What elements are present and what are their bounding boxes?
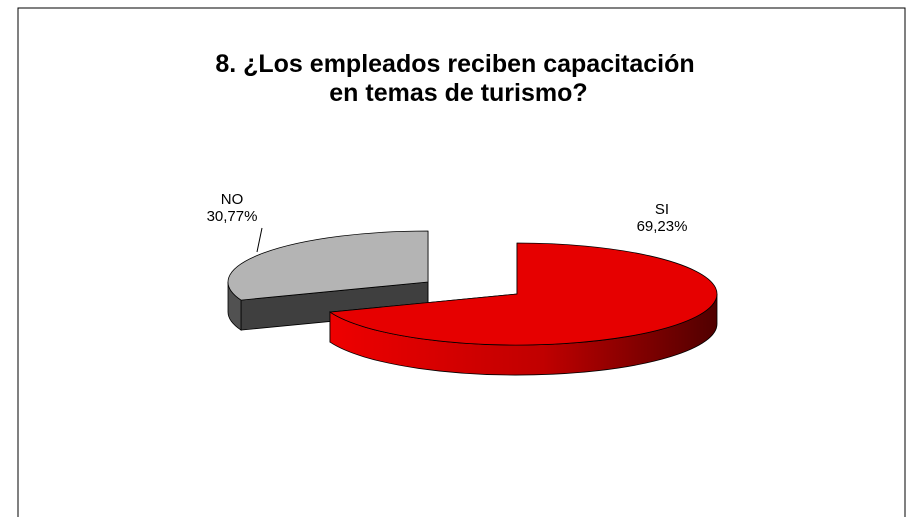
title-line: en temas de turismo? bbox=[322, 79, 587, 107]
chart-title: 8. ¿Los empleados reciben capacitación e… bbox=[215, 50, 694, 107]
title-line: 8. ¿Los empleados reciben capacitación bbox=[215, 50, 694, 78]
slice-label: NO bbox=[221, 191, 244, 208]
slice-label: SI bbox=[655, 201, 669, 218]
pie-slice bbox=[328, 242, 718, 346]
chart-frame bbox=[17, 7, 906, 522]
pie-slice bbox=[227, 230, 429, 301]
leader-line bbox=[256, 227, 263, 253]
value-label: 30,77% bbox=[207, 208, 258, 225]
value-label: 69,23% bbox=[637, 218, 688, 235]
